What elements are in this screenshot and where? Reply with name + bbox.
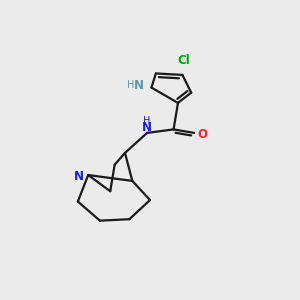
Text: H: H bbox=[127, 80, 134, 90]
Text: H: H bbox=[143, 116, 151, 126]
Text: N: N bbox=[74, 170, 84, 183]
Text: O: O bbox=[197, 128, 207, 141]
Text: N: N bbox=[142, 121, 152, 134]
Text: Cl: Cl bbox=[178, 54, 190, 67]
Text: N: N bbox=[134, 79, 144, 92]
